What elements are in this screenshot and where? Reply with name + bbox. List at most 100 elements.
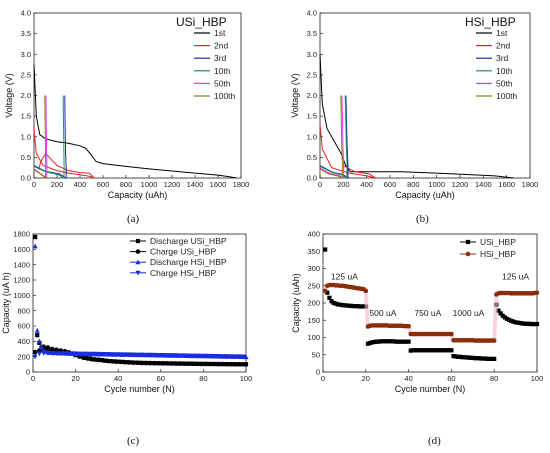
legend-marker	[135, 259, 141, 265]
legend-label: 50th	[496, 78, 513, 88]
data-point	[36, 351, 42, 357]
legend-marker	[465, 251, 471, 257]
x-tick-label: 200	[337, 180, 350, 189]
data-point	[511, 319, 516, 324]
data-point	[128, 352, 134, 358]
data-point	[363, 288, 369, 294]
data-point	[468, 355, 473, 360]
data-point	[94, 351, 100, 357]
y-tick-label: 3.5	[307, 29, 317, 38]
data-point	[109, 352, 115, 357]
x-tick-label: 1800	[233, 180, 250, 189]
data-point	[77, 351, 83, 357]
data-point	[62, 351, 68, 357]
data-point	[419, 348, 424, 353]
data-point	[333, 301, 338, 306]
y-tick-label: 1800	[13, 230, 30, 239]
data-point	[466, 355, 471, 360]
data-point	[237, 361, 242, 367]
data-point	[365, 341, 371, 346]
data-point	[228, 354, 234, 360]
data-point	[477, 356, 482, 361]
rate-annotation: 750 uA	[414, 308, 441, 318]
data-point	[79, 351, 85, 357]
data-point	[404, 339, 409, 344]
data-point	[156, 352, 162, 358]
data-point	[402, 339, 407, 344]
series-100th	[319, 95, 343, 179]
data-point	[45, 351, 51, 356]
data-point	[522, 321, 527, 326]
data-point	[119, 352, 125, 357]
data-point	[370, 340, 375, 345]
data-point	[64, 350, 70, 356]
data-point	[462, 355, 467, 360]
legend-label: 50th	[214, 78, 231, 88]
data-point	[75, 351, 81, 357]
data-point	[134, 352, 140, 358]
series-50th	[319, 95, 345, 179]
data-point	[166, 352, 172, 358]
data-point	[102, 351, 108, 357]
data-point	[105, 352, 111, 357]
data-point	[239, 354, 245, 359]
data-point	[53, 351, 59, 356]
data-point	[126, 352, 132, 358]
y-tick-label: 150	[307, 316, 320, 325]
legend: 1st 2nd 3rd 10th 50th 100th	[194, 28, 236, 101]
y-tick-label: 400	[17, 337, 30, 346]
panel-d-rate-capability: 0 20 40 60 80 100 0 50 100 150 200 250 300 350 400 Cycl…	[291, 230, 543, 447]
data-point	[412, 348, 418, 353]
data-point	[162, 352, 168, 358]
x-tick-label: 400	[360, 180, 373, 189]
data-point	[39, 344, 45, 350]
data-point	[421, 348, 426, 353]
data-point	[147, 352, 153, 358]
x-tick-label: 1400	[187, 180, 204, 189]
x-tick-label: 400	[74, 180, 87, 189]
y-tick-label: 600	[17, 322, 30, 331]
data-point	[49, 351, 55, 356]
legend-label: 3rd	[214, 53, 227, 63]
x-axis-label: Capacity (uAh)	[108, 190, 168, 200]
x-tick-label: 40	[404, 374, 412, 383]
legend-label: Discharge USi_HBP	[150, 236, 227, 246]
data-point	[196, 353, 202, 359]
data-point	[241, 354, 247, 360]
data-point	[389, 339, 394, 344]
panel-a-voltage-profile-usi: 0 200 400 600 800 1000 1200 1400 1600 1800 0.0 0.5 1…	[4, 9, 249, 225]
data-point	[215, 354, 221, 359]
data-point	[430, 348, 435, 353]
series-usi-hbp	[323, 247, 540, 361]
data-point	[232, 354, 238, 360]
legend-label: USi_HBP	[480, 237, 516, 247]
data-point	[487, 356, 493, 361]
data-point	[483, 356, 488, 361]
x-tick-label: 1200	[164, 180, 181, 189]
y-tick-label: 1.5	[21, 112, 31, 121]
data-point	[393, 339, 398, 344]
legend-label: 1st	[214, 28, 226, 38]
data-point	[338, 302, 343, 307]
data-point	[432, 348, 437, 353]
data-point	[400, 339, 405, 344]
series-line	[33, 95, 67, 179]
data-point	[32, 243, 38, 249]
data-point	[427, 348, 433, 353]
data-point	[211, 361, 217, 367]
data-point	[117, 352, 123, 358]
legend-label: Discharge HSi_HBP	[150, 257, 227, 267]
data-point	[327, 295, 332, 300]
x-tick-label: 0	[321, 374, 325, 383]
data-point	[216, 361, 221, 367]
data-point	[171, 352, 177, 358]
data-point	[233, 361, 238, 367]
series-line	[33, 95, 47, 180]
data-point	[335, 302, 341, 307]
x-tick-label: 60	[447, 374, 455, 383]
x-tick-label: 20	[362, 374, 370, 383]
data-point	[485, 356, 490, 361]
data-point	[378, 339, 383, 344]
data-point	[96, 351, 102, 357]
data-point	[122, 359, 127, 365]
